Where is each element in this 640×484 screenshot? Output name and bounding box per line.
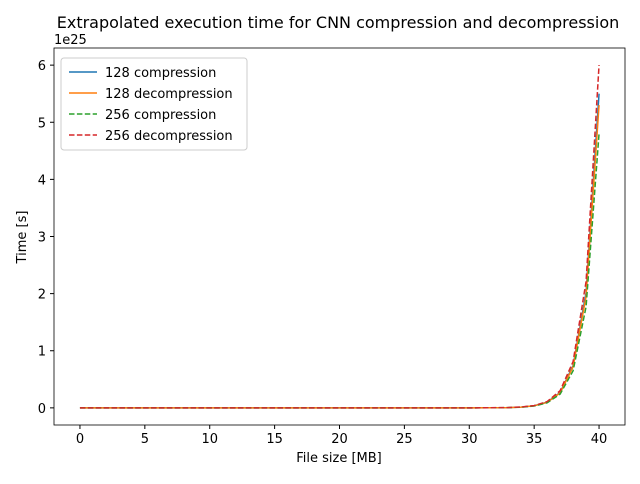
- line-series: [79, 65, 600, 409]
- y-tick-label: 5: [38, 116, 46, 131]
- y-offset-label: 1e25: [54, 33, 87, 48]
- x-tick-label: 0: [76, 432, 84, 447]
- y-tick-label: 4: [38, 173, 46, 188]
- x-axis-label: File size [MB]: [296, 451, 382, 466]
- y-tick-label: 1: [38, 345, 46, 360]
- legend-label: 256 decompression: [105, 129, 233, 144]
- plot-frame: [53, 47, 626, 426]
- line-series: [79, 133, 600, 409]
- legend-label: 128 compression: [105, 66, 216, 81]
- x-tick-label: 40: [591, 432, 608, 447]
- x-tick-label: 30: [461, 432, 478, 447]
- x-tick-label: 5: [141, 432, 149, 447]
- legend-label: 256 compression: [105, 108, 216, 123]
- x-tick-label: 10: [201, 432, 218, 447]
- y-tick-label: 3: [38, 231, 46, 246]
- x-tick-label: 15: [266, 432, 283, 447]
- x-tick-label: 35: [526, 432, 543, 447]
- line-series: [79, 105, 600, 409]
- legend-label: 128 decompression: [105, 87, 233, 102]
- y-tick-label: 2: [38, 288, 46, 303]
- legend-box: [60, 57, 248, 151]
- chart-title: Extrapolated execution time for CNN comp…: [57, 13, 620, 32]
- x-tick-label: 25: [396, 432, 413, 447]
- y-tick-label: 6: [38, 59, 46, 74]
- x-tick-label: 20: [331, 432, 348, 447]
- y-axis-label: Time [s]: [15, 211, 30, 265]
- y-tick-label: 0: [38, 402, 46, 417]
